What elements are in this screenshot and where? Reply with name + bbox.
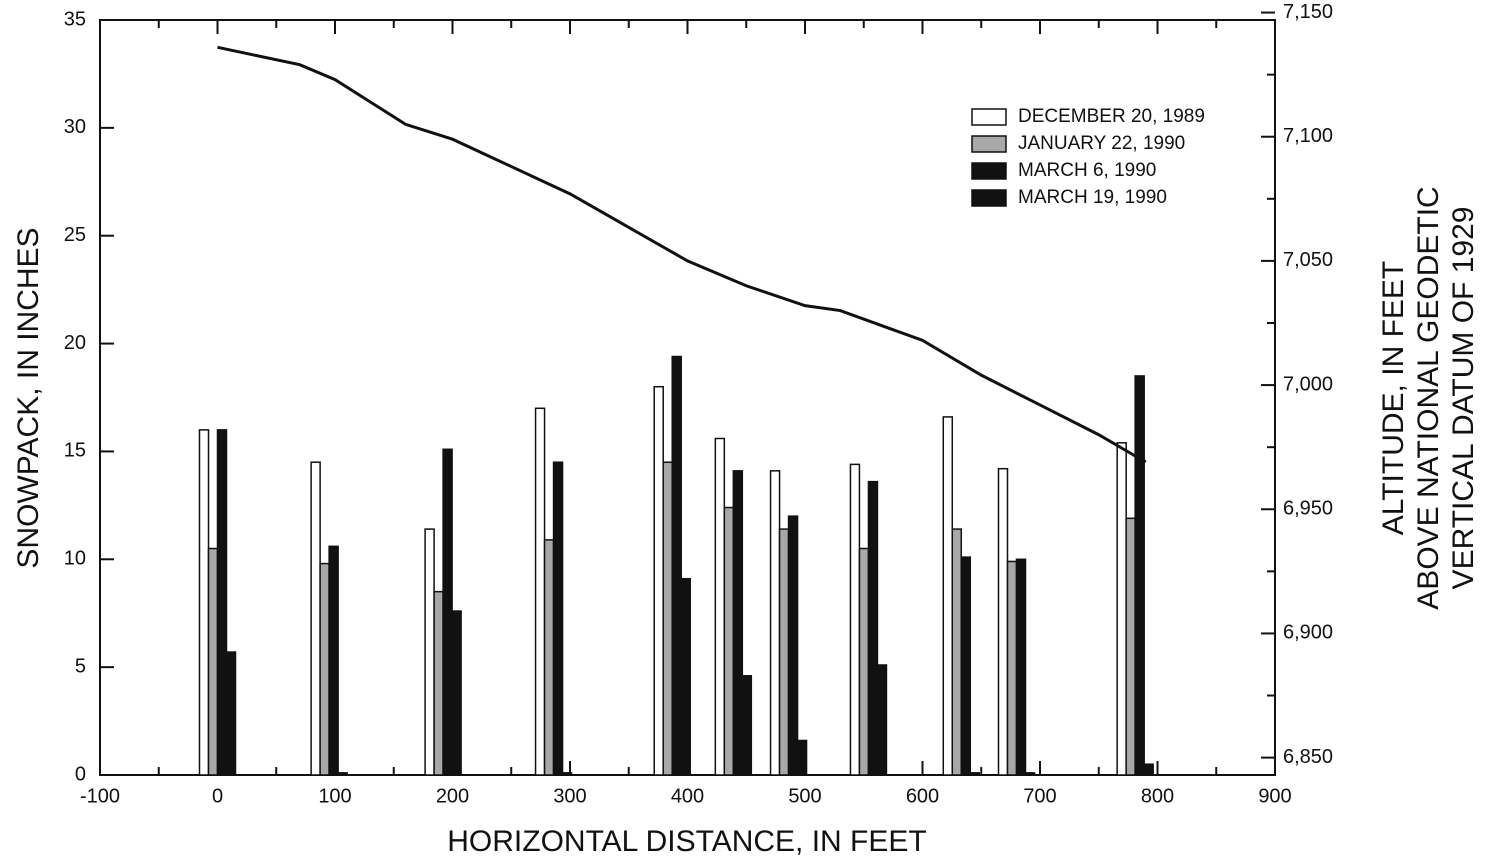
x-tick-label: 200 [436,785,469,807]
bar [207,547,219,776]
y2-tick-label: 7,150 [1283,1,1333,23]
y2-tick-label: 7,100 [1283,125,1333,147]
bar [778,528,790,776]
bar [1006,560,1018,776]
bar [769,470,781,776]
x-tick-label: 500 [788,785,821,807]
bar [1015,558,1027,776]
bar [680,577,691,776]
bar [328,545,339,776]
bar [741,675,753,776]
bar [969,772,981,776]
x-tick-label: 300 [553,785,586,807]
x-tick-label: 600 [906,785,939,807]
bar [723,506,735,776]
bar [732,470,744,776]
bar [858,547,870,776]
y-tick-label: 10 [64,548,86,570]
y2-tick-label: 6,900 [1283,622,1333,644]
bar [714,437,726,776]
bar [796,739,808,776]
y-tick-label: 30 [64,116,86,138]
y-tick-label: 25 [64,224,86,246]
y-axis-title: SNOWPACK, IN INCHES [12,227,45,568]
bar [552,461,564,776]
x-tick-label: 400 [671,785,704,807]
x-tick-label: 700 [1023,785,1056,807]
y2-axis-title: ABOVE NATIONAL GEODETIC [1412,186,1445,609]
bar [787,515,799,776]
x-tick-label: -100 [80,785,120,807]
bar [653,385,664,776]
y2-tick-label: 6,950 [1283,498,1333,520]
bar [960,556,972,776]
y-tick-label: 20 [64,332,86,354]
legend-swatch [971,189,1007,207]
bar [225,651,237,776]
bar [424,528,435,776]
y2-axis-title: VERTICAL DATUM OF 1929 [1447,207,1480,590]
bar [662,461,673,776]
legend-swatch [971,162,1007,180]
bar [319,562,330,776]
bar [1143,763,1154,776]
bar [534,407,546,776]
bar [561,772,573,776]
y-tick-label: 0 [75,763,86,785]
bar [337,772,348,776]
x-tick-label: 900 [1258,785,1291,807]
altitude-line [217,45,1147,464]
bar [997,467,1009,776]
bar [876,664,888,776]
legend-label: DECEMBER 20, 1989 [1018,106,1205,127]
bar [849,463,861,776]
bar [1024,772,1036,776]
legend-label: MARCH 19, 1990 [1018,187,1167,208]
bar [216,429,228,776]
bar [433,590,444,776]
bar [543,539,555,776]
y2-tick-label: 7,050 [1283,249,1333,271]
bar [451,610,462,776]
legend-label: MARCH 6, 1990 [1018,160,1156,181]
x-tick-label: 800 [1141,785,1174,807]
bar [867,480,879,776]
bar [310,461,321,776]
y2-tick-label: 6,850 [1283,746,1333,768]
bar [671,355,682,776]
y2-tick-label: 7,000 [1283,373,1333,395]
legend-swatch [971,135,1007,153]
x-axis-title: HORIZONTAL DISTANCE, IN FEET [447,825,926,858]
y2-axis-title: ALTITUDE, IN FEET [1377,261,1410,535]
bar [942,416,954,776]
bar [1116,442,1127,776]
bar [198,429,210,776]
legend-swatch [971,108,1007,126]
bar [1125,517,1136,776]
y-tick-label: 15 [64,440,86,462]
bar [442,448,453,776]
legend-label: JANUARY 22, 1990 [1018,133,1185,154]
y-tick-label: 35 [64,8,86,30]
y-tick-label: 5 [75,655,86,677]
bar [1134,375,1145,776]
bar [951,528,963,776]
x-tick-label: 0 [212,785,223,807]
x-tick-label: 100 [318,785,351,807]
